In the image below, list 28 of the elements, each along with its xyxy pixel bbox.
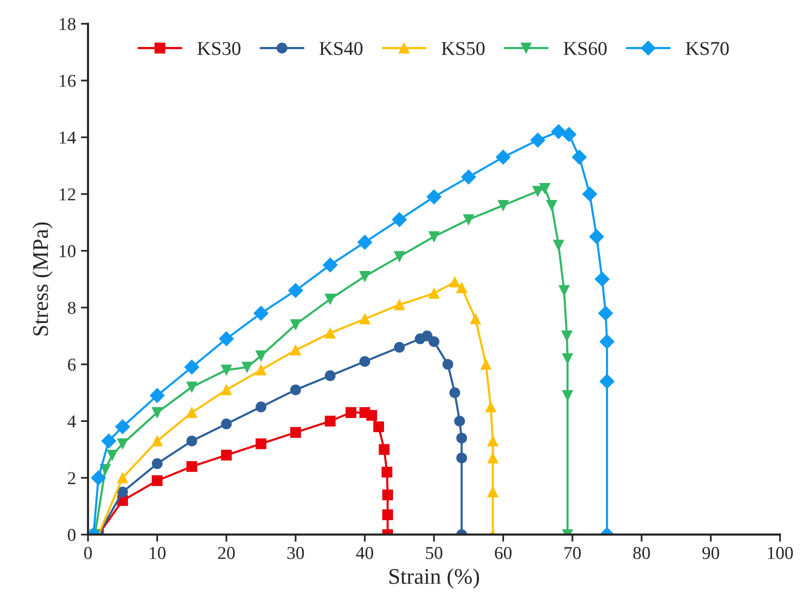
y-tick-label: 2 [68, 472, 76, 484]
x-tick-label: 100 [768, 546, 793, 560]
legend-label: KS70 [686, 42, 729, 56]
y-tick-label: 4 [68, 415, 76, 428]
x-tick-label: 30 [287, 546, 304, 560]
x-tick-label: 80 [633, 546, 650, 560]
legend-label: KS60 [564, 42, 607, 56]
x-tick-label: 10 [150, 546, 166, 560]
y-tick-label: 18 [60, 18, 76, 30]
legend-label: KS40 [320, 42, 362, 56]
legend-label: KS50 [442, 42, 485, 56]
y-tick-label: 12 [60, 188, 76, 200]
y-axis-title: Stress (MPa) [32, 222, 53, 336]
y-tick-label: 10 [60, 245, 76, 258]
y-tick-label: 0 [68, 528, 76, 542]
x-axis-title: Strain (%) [390, 568, 479, 588]
x-tick-label: 0 [84, 546, 92, 560]
x-tick-label: 90 [702, 546, 720, 560]
y-tick-label: 16 [60, 74, 76, 87]
x-tick-label: 50 [426, 546, 442, 560]
y-tick-label: 8 [68, 302, 76, 314]
x-tick-label: 60 [494, 546, 512, 560]
legend-label: KS30 [197, 42, 240, 56]
y-tick-label: 6 [68, 358, 76, 371]
x-tick-label: 20 [218, 546, 235, 560]
x-tick-label: 40 [356, 546, 374, 560]
x-tick-label: 70 [564, 546, 581, 560]
y-tick-label: 14 [60, 132, 76, 144]
